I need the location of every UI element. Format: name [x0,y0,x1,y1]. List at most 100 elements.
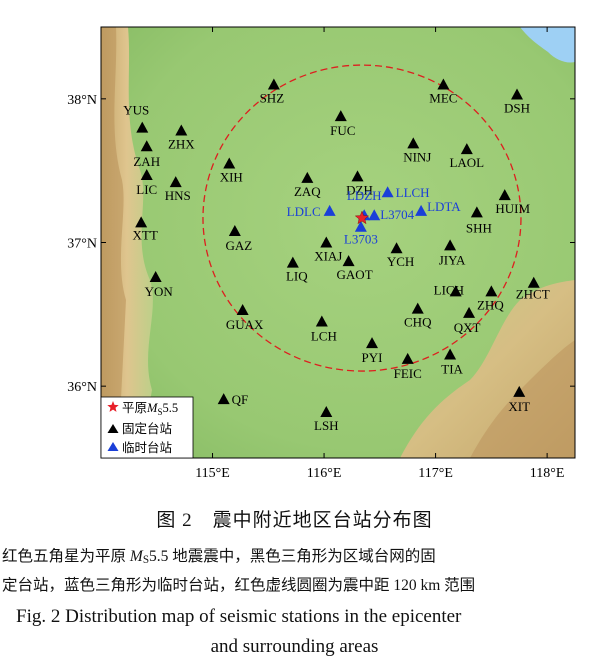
fixed-station-label: DZH [346,182,373,197]
fixed-station-label: ZAQ [294,184,321,199]
fixed-station-label: GAZ [225,238,252,253]
distance-circle-120km [202,64,522,372]
fixed-station-marker [511,88,524,100]
lon-label: 115°E [195,466,230,481]
fixed-station-marker [444,239,457,251]
figure-title-en-line1: Fig. 2 Distribution map of seismic stati… [16,606,462,627]
map-frame [100,26,576,459]
fixed-station-label: XIH [220,169,243,184]
map-grid: 38°N 37°N 36°N 115°E 116°E 117°E 118°E [67,27,575,481]
fixed-station-marker [320,236,333,248]
fixed-station-marker [470,206,483,218]
fixed-station-label: LIQ [286,269,308,284]
fixed-station-marker [149,270,162,282]
temporary-station-marker [368,209,381,221]
fixed-station-label: NINJ [403,149,431,164]
fixed-station-marker [407,137,420,149]
fixed-station-marker [286,256,299,268]
fixed-station-marker [460,143,473,155]
fixed-station-marker [498,189,511,201]
fixed-station-label: LIC [136,182,157,197]
fixed-station-label: ZHX [168,136,195,151]
fixed-station-marker [267,78,280,90]
temporary-station-marker [323,204,336,216]
fixed-station-marker [136,121,149,133]
fixed-station-label: DSH [504,101,530,116]
fixed-station-marker [513,385,526,397]
fixed-station-marker [351,170,364,182]
legend-temp-label: 临时台站 [122,440,172,455]
figure-desc-cn-line1: 红色五角星为平原 MS5.5 地震震中，黑色三角形为区域台网的固 [2,548,436,567]
fixed-station-label: SHH [466,220,492,235]
temporary-station-marker [415,204,428,216]
temporary-station-label: L3703 [344,232,378,247]
fixed-station-label: HNS [165,188,191,203]
fixed-station-marker [342,255,355,267]
lon-label: 118°E [530,466,565,481]
fixed-station-label: YON [145,284,174,299]
fixed-station-label: HUIM [495,201,530,216]
fixed-station-label: PYI [362,350,383,365]
fixed-station-label: LSH [314,418,339,433]
temporary-station-marker [381,186,394,198]
fixed-station-marker [140,168,153,180]
figure-title-cn: 图 2 震中附近地区台站分布图 [156,510,433,531]
hill-ridge [470,340,575,458]
figure-title-en-line2: and surrounding areas [210,636,379,657]
fixed-station-label: GAOT [337,267,373,282]
fixed-station-marker [334,110,347,122]
fixed-station-label: LAOL [449,155,484,170]
lat-label: 36°N [67,380,97,395]
fixed-station-marker [175,124,188,136]
legend-fixed-triangle [107,424,119,433]
fixed-station-label: XIT [508,399,530,414]
temporary-station-label: L3704 [380,207,414,222]
fixed-station-layer: YUS ZAH LIC XTT YON ZHX HNS XIH SHZ FUC GAZ ZAQ DZH N… [123,78,550,433]
fixed-station-label: ZHQ [477,297,504,312]
fixed-station-marker [315,315,328,327]
fixed-station-marker [390,242,403,254]
fixed-station-marker [366,337,379,349]
fixed-station-marker [444,348,457,360]
fixed-station-label: MEC [429,90,457,105]
temporary-station-label: LDZH [347,188,382,203]
epicentral-distance-circle [202,64,522,372]
fixed-station-label: XIAJ [314,249,342,264]
lat-label: 37°N [67,237,97,252]
legend-fixed-label: 固定台站 [122,421,172,436]
fixed-station-marker [169,176,182,188]
fixed-station-marker [228,225,241,237]
fixed-station-label: SHZ [260,90,285,105]
fixed-station-label: YUS [123,103,149,118]
fixed-station-label: ZHCT [516,287,550,302]
fixed-station-label: TIA [441,362,463,377]
fixed-station-label: QXT [454,320,481,335]
fixed-station-marker [223,157,236,169]
mountain-ridge [101,27,126,458]
fixed-station-marker [236,304,249,316]
fixed-station-label: XTT [133,227,158,242]
epicenter-layer [354,210,370,225]
epicenter-star [354,210,370,225]
temporary-station-label: LDLC [287,204,321,219]
temporary-station-label: LDTA [427,199,461,214]
fixed-station-marker [411,302,424,314]
fixed-station-marker [463,306,476,318]
fixed-station-label: GUAX [226,317,264,332]
fixed-station-marker [449,285,462,297]
lat-label: 38°N [67,93,97,108]
fixed-station-label: QF [232,392,249,407]
fixed-station-marker [527,276,540,288]
fixed-station-marker [135,216,148,228]
fixed-station-marker [401,352,414,364]
fixed-station-marker [301,171,314,183]
fixed-station-marker [320,406,333,418]
fixed-station-label: LICH [434,282,464,297]
legend-temp-triangle [107,442,119,451]
fixed-station-marker [437,78,450,90]
fixed-station-marker [485,285,498,297]
fixed-station-label: ZAH [133,154,160,169]
temporary-station-marker [354,220,367,232]
fixed-station-label: FEIC [394,366,422,381]
